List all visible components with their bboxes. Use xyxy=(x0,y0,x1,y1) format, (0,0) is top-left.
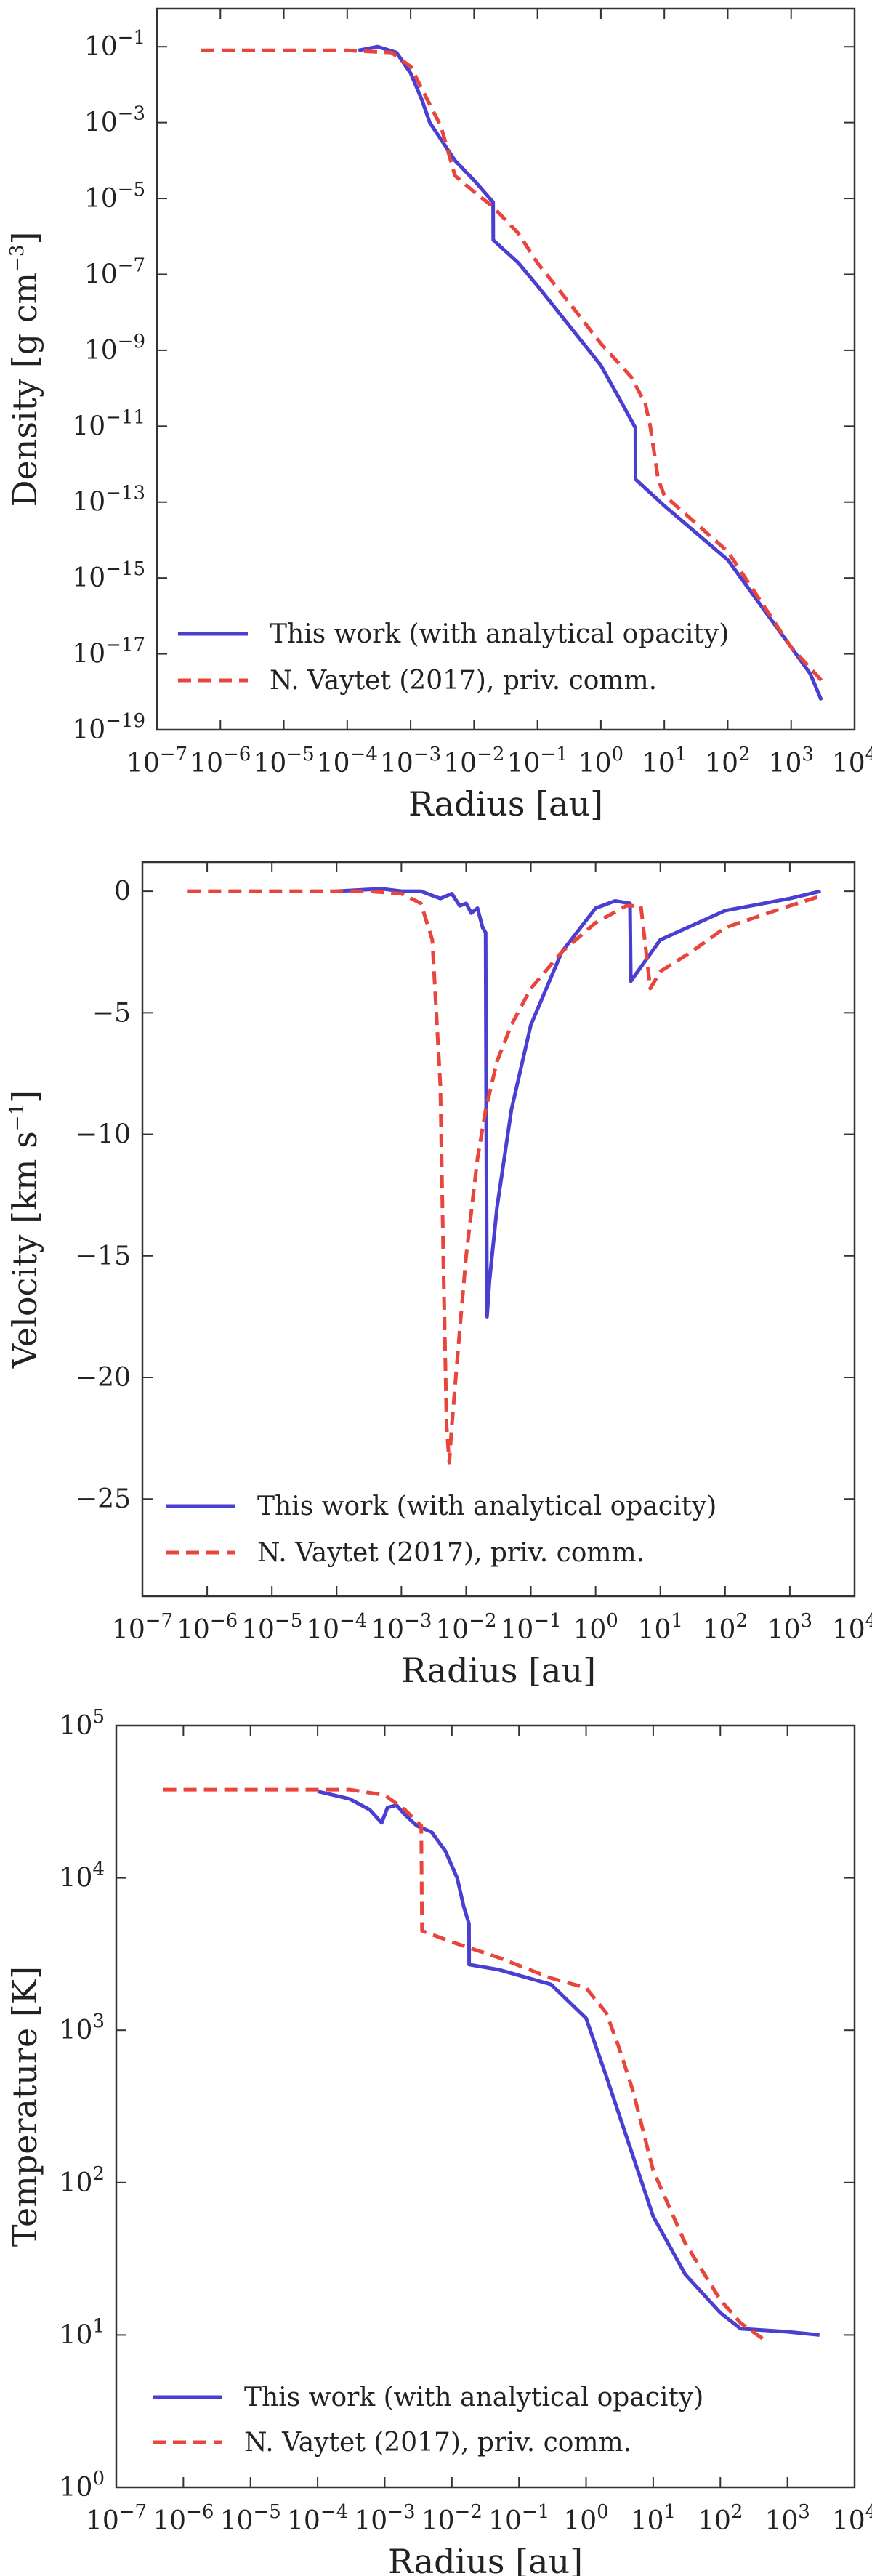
x-tick-label: 102 xyxy=(703,1610,748,1645)
y-tick-label: 100 xyxy=(60,2468,105,2503)
y-tick-label: −15 xyxy=(76,1241,131,1271)
x-tick-label: 103 xyxy=(764,2501,810,2536)
legend-label: N. Vaytet (2017), priv. comm. xyxy=(257,1538,645,1568)
series-line-vaytet xyxy=(201,48,823,682)
chart-panel-3: 10−7 10−6 10−5 10−4 10−3 10−2 10−1 100 101 102 103… xyxy=(5,1706,872,2576)
x-tick-label: 10−2 xyxy=(443,744,504,778)
x-tick-label: 102 xyxy=(705,744,750,778)
x-tick-label: 10−6 xyxy=(153,2501,214,2536)
x-tick-label: 10−7 xyxy=(126,744,187,778)
x-tick-label: 100 xyxy=(578,744,623,778)
x-tick-label: 10−3 xyxy=(354,2501,415,2536)
x-tick-label: 10−5 xyxy=(220,2501,281,2536)
x-tick-label: 101 xyxy=(642,744,687,778)
x-tick-label: 10−4 xyxy=(287,2501,348,2536)
y-tick-label: 10−19 xyxy=(72,710,145,745)
x-tick-label: 104 xyxy=(832,2501,872,2536)
y-tick-label: −10 xyxy=(76,1120,131,1150)
x-tick-label: 10−3 xyxy=(371,1610,432,1645)
x-tick-label: 10−6 xyxy=(190,744,251,778)
chart-panel-1: 10−7 10−6 10−5 10−4 10−3 10−2 10−1 100 101 102 103… xyxy=(5,7,872,824)
x-tick-label: 104 xyxy=(832,744,872,778)
y-axis-label: Temperature [K] xyxy=(5,1966,44,2247)
y-tick-label: −5 xyxy=(92,998,131,1028)
x-tick-label: 101 xyxy=(631,2501,676,2536)
legend-label: N. Vaytet (2017), priv. comm. xyxy=(270,666,657,696)
x-tick-label: 10−7 xyxy=(86,2501,147,2536)
x-tick-label: 104 xyxy=(832,1610,872,1645)
x-tick-label: 100 xyxy=(563,2501,608,2536)
y-tick-label: 10−17 xyxy=(72,635,145,669)
y-tick-label: 10−7 xyxy=(84,254,145,289)
series-line-vaytet xyxy=(187,889,822,1465)
y-tick-label: 10−9 xyxy=(84,331,145,366)
y-tick-label: 103 xyxy=(60,2011,105,2045)
x-tick-label: 10−1 xyxy=(500,1610,561,1645)
x-tick-label: 10−1 xyxy=(488,2501,549,2536)
legend-label: This work (with analytical opacity) xyxy=(244,2383,703,2412)
x-tick-label: 10−5 xyxy=(241,1610,302,1645)
x-tick-label: 102 xyxy=(698,2501,743,2536)
y-axis-label: Density [g cm−3] xyxy=(5,232,44,507)
x-tick-label: 10−4 xyxy=(317,744,378,778)
series-line-vaytet xyxy=(163,1787,769,2344)
legend-label: This work (with analytical opacity) xyxy=(270,619,729,649)
plot-frame xyxy=(141,861,856,1598)
y-tick-label: −20 xyxy=(76,1363,131,1393)
x-axis-label: Radius [au] xyxy=(401,1651,596,1690)
legend-label: This work (with analytical opacity) xyxy=(257,1492,716,1521)
series-line-this-work xyxy=(358,44,823,701)
series-line-this-work xyxy=(317,1790,820,2337)
y-tick-label: −25 xyxy=(76,1484,131,1514)
y-tick-label: 0 xyxy=(114,877,131,906)
x-tick-label: 10−2 xyxy=(421,2501,483,2536)
x-tick-label: 100 xyxy=(573,1610,618,1645)
y-tick-label: 10−3 xyxy=(84,103,145,138)
y-axis-label: Velocity [km s−1] xyxy=(5,1090,44,1369)
legend-label: N. Vaytet (2017), priv. comm. xyxy=(244,2428,631,2458)
x-axis-label: Radius [au] xyxy=(408,784,603,824)
x-tick-label: 103 xyxy=(767,1610,812,1645)
x-tick-label: 10−7 xyxy=(112,1610,173,1645)
plot-frame xyxy=(156,7,856,731)
y-tick-label: 10−13 xyxy=(72,483,145,518)
y-tick-label: 102 xyxy=(60,2163,105,2198)
y-tick-label: 101 xyxy=(60,2315,105,2350)
y-tick-label: 10−5 xyxy=(84,179,145,214)
x-tick-label: 10−5 xyxy=(253,744,314,778)
x-tick-label: 10−2 xyxy=(435,1610,496,1645)
x-tick-label: 10−1 xyxy=(507,744,568,778)
y-tick-label: 105 xyxy=(60,1706,105,1741)
y-tick-label: 10−15 xyxy=(72,558,145,593)
series-line-this-work xyxy=(336,887,821,1319)
plot-frame xyxy=(115,1724,856,2489)
x-tick-label: 10−6 xyxy=(177,1610,238,1645)
y-tick-label: 10−1 xyxy=(84,27,145,62)
y-tick-label: 10−11 xyxy=(72,406,145,441)
y-tick-label: 104 xyxy=(60,1859,105,1893)
x-axis-label: Radius [au] xyxy=(388,2542,583,2576)
x-tick-label: 10−3 xyxy=(380,744,441,778)
x-tick-label: 101 xyxy=(638,1610,683,1645)
x-tick-label: 10−4 xyxy=(306,1610,367,1645)
x-tick-label: 103 xyxy=(769,744,814,778)
chart-panel-2: 10−7 10−6 10−5 10−4 10−3 10−2 10−1 100 101 102 103… xyxy=(5,861,872,1690)
